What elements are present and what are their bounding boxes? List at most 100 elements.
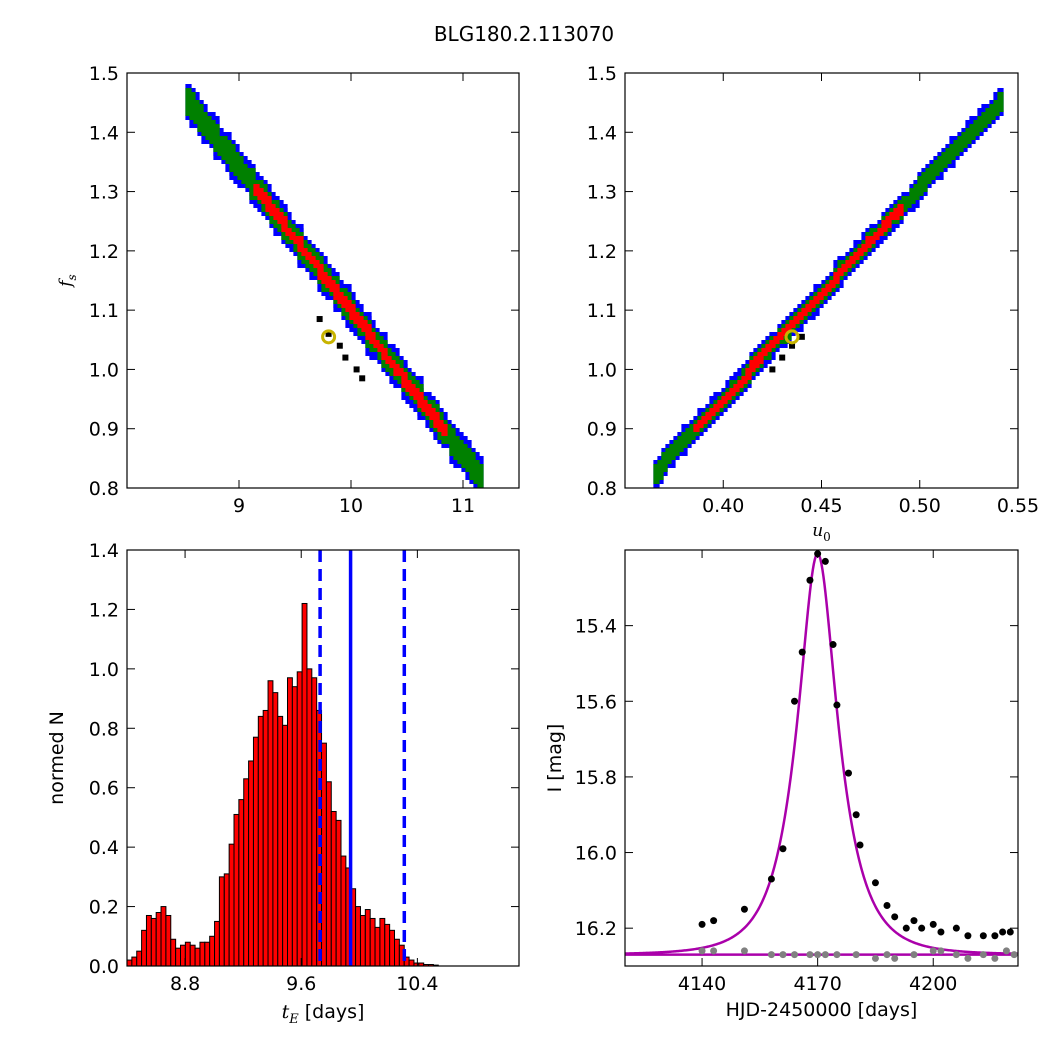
contour-cell-mid: [913, 184, 920, 200]
contour-cell-inner: [713, 404, 720, 412]
contour-cell-inner: [421, 400, 428, 412]
contour-cell-mid: [209, 120, 216, 144]
x-tick-label: 0.40: [702, 495, 744, 517]
histogram-bar: [291, 686, 298, 967]
contour-cell-mid: [449, 432, 456, 456]
contour-cell-inner: [297, 244, 304, 252]
y-tick-label: 15.4: [575, 616, 617, 638]
contour-cell-inner: [801, 308, 808, 316]
plot-area: [625, 550, 1018, 962]
histogram-bar: [199, 941, 206, 967]
contour-cell-mid: [965, 128, 972, 144]
contour-cell-mid: [961, 132, 968, 148]
contour-cell-mid: [193, 100, 200, 124]
contour-cell-inner: [737, 380, 744, 388]
y-tick-label: 0.8: [89, 718, 119, 740]
contour-cell-inner: [265, 200, 272, 212]
contour-cell-inner: [837, 268, 844, 276]
residual-point: [1002, 947, 1010, 955]
contour-cell-inner: [357, 316, 364, 328]
contour-cell-mid: [225, 140, 232, 164]
panel-tE_fs: 9 10 11 0.8 0.9 1.0 1.1 1.2 1.3 1.4 1.5 fs: [56, 63, 520, 517]
contour-cell-inner: [381, 352, 388, 360]
contour-cell-mid: [981, 112, 988, 128]
contour-cell-inner: [437, 420, 444, 432]
x-tick-label: 0.45: [800, 495, 842, 517]
contour-cell-inner: [693, 424, 700, 432]
contour-cell-inner: [253, 184, 260, 196]
histogram-bar: [262, 709, 269, 967]
contour-cell-mid: [917, 176, 924, 192]
contour-cell-mid: [657, 460, 664, 480]
residual-point: [806, 951, 814, 959]
x-axis-label: u0: [812, 521, 831, 544]
contour-cell-inner: [269, 204, 276, 216]
histogram-bar: [194, 947, 201, 967]
x-tick-label: 9: [233, 495, 245, 517]
histogram-bar: [257, 715, 264, 967]
x-tick-label: 11: [451, 495, 475, 517]
contour-cell-mid: [229, 148, 236, 172]
contour-cell-mid: [205, 116, 212, 140]
y-tick-label: 1.3: [89, 182, 119, 204]
contour-cell-inner: [341, 296, 348, 308]
y-tick-label: 1.5: [89, 63, 119, 85]
contour-cell-inner: [865, 236, 872, 248]
residual-point: [937, 947, 945, 955]
histogram-bar: [131, 956, 138, 967]
best-fit-cell: [336, 342, 343, 349]
contour-cell-inner: [789, 320, 796, 328]
data-point: [767, 875, 775, 883]
contour-cell-inner: [429, 408, 436, 420]
data-point: [852, 811, 860, 819]
contour-cell-inner: [765, 344, 772, 352]
residual-point: [852, 951, 860, 959]
contour-cell-inner: [757, 352, 764, 364]
best-fit-marker: [321, 329, 337, 345]
histogram-bar: [160, 906, 167, 967]
contour-cell-mid: [925, 168, 932, 184]
contour-cell-inner: [697, 420, 704, 428]
contour-cell-inner: [349, 308, 356, 320]
data-point: [979, 932, 987, 940]
contour-cell-inner: [793, 316, 800, 324]
contour-cell-inner: [861, 244, 868, 252]
contour-cell-mid: [989, 104, 996, 120]
contour-cell-mid: [909, 188, 916, 204]
contour-cell-inner: [897, 204, 904, 216]
contour-cell-mid: [245, 168, 252, 188]
contour-cell-inner: [389, 360, 396, 368]
residual-point: [929, 947, 937, 955]
panel-lightcurve: 4140 4170 4200 15.4 15.6 15.8 16.0 16.2 HJD-2450…: [544, 549, 1019, 1021]
contour-cell-inner: [725, 392, 732, 400]
contour-cell-inner: [313, 260, 320, 268]
contour-cell-inner: [841, 264, 848, 272]
panel-tE_hist: 8.8 9.6 10.4 0.0 0.2 0.4 0.6 0.8 1.0 1.2 1.4 tE [da…: [46, 540, 520, 1027]
contour-cell-inner: [729, 388, 736, 396]
contour-cell-mid: [905, 196, 912, 208]
histogram-bar: [369, 917, 376, 967]
data-point: [871, 879, 879, 887]
contour-cell-mid: [665, 448, 672, 464]
x-tick-label: 8.8: [170, 973, 200, 995]
histogram-bar: [340, 855, 347, 967]
contour-cell-mid: [997, 92, 1004, 112]
data-point: [883, 901, 891, 909]
data-point: [937, 928, 945, 936]
y-tick-label: 1.5: [587, 63, 617, 85]
contour-cell-inner: [877, 228, 884, 236]
contour-cell-inner: [809, 300, 816, 308]
contour-cell-mid: [189, 92, 196, 120]
contour-cell-mid: [973, 120, 980, 136]
contour-cell-inner: [405, 380, 412, 392]
histogram-bar: [408, 959, 415, 967]
contour-cell-mid: [677, 436, 684, 452]
contour-cell-inner: [813, 296, 820, 304]
contour-cell-mid: [901, 196, 908, 212]
contour-cell-inner: [333, 288, 340, 300]
residual-point: [891, 954, 899, 962]
histogram-bar: [175, 947, 182, 967]
y-tick-label: 0.4: [89, 837, 119, 859]
plot-area: [653, 88, 1004, 488]
y-tick-label: 1.2: [587, 241, 617, 263]
